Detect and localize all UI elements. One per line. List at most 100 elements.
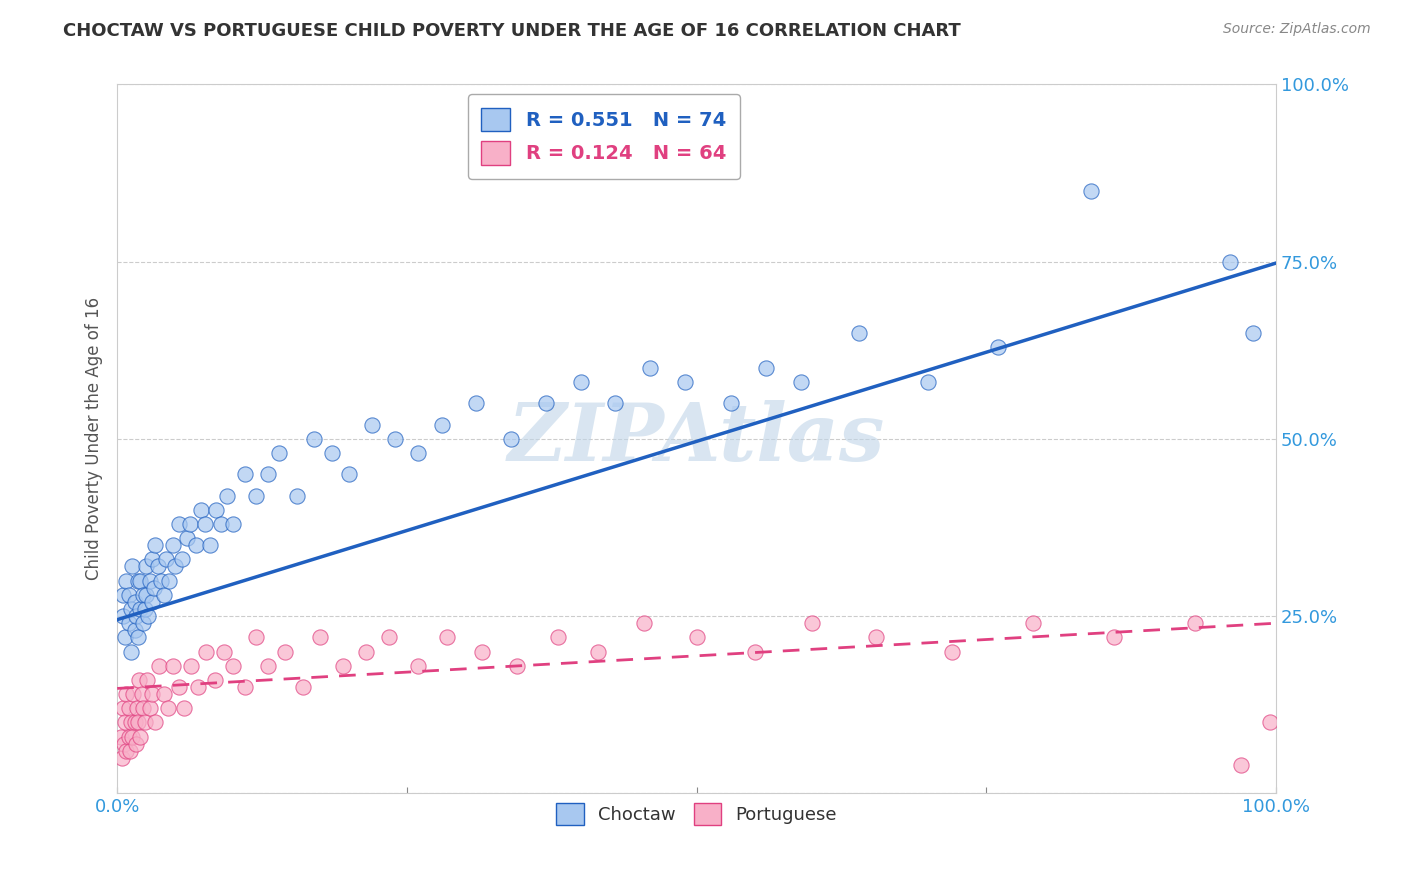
Point bbox=[321, 446, 343, 460]
Point bbox=[605, 396, 627, 410]
Point bbox=[157, 574, 180, 588]
Point bbox=[118, 588, 141, 602]
Point bbox=[569, 375, 592, 389]
Point bbox=[125, 737, 148, 751]
Point bbox=[256, 658, 278, 673]
Point bbox=[124, 624, 146, 638]
Point bbox=[134, 715, 156, 730]
Point bbox=[309, 631, 332, 645]
Point bbox=[114, 715, 136, 730]
Point bbox=[157, 701, 180, 715]
Point bbox=[204, 503, 226, 517]
Point bbox=[430, 417, 453, 432]
Point bbox=[129, 574, 152, 588]
Point bbox=[143, 581, 166, 595]
Point bbox=[245, 631, 267, 645]
Point bbox=[145, 538, 167, 552]
Point bbox=[141, 552, 163, 566]
Point bbox=[256, 467, 278, 482]
Point bbox=[135, 559, 157, 574]
Point bbox=[285, 489, 308, 503]
Point bbox=[408, 446, 430, 460]
Text: CHOCTAW VS PORTUGUESE CHILD POVERTY UNDER THE AGE OF 16 CORRELATION CHART: CHOCTAW VS PORTUGUESE CHILD POVERTY UNDE… bbox=[63, 22, 962, 40]
Point bbox=[138, 701, 160, 715]
Point bbox=[184, 538, 207, 552]
Point bbox=[190, 503, 212, 517]
Point bbox=[120, 644, 142, 658]
Point bbox=[138, 574, 160, 588]
Point bbox=[135, 588, 157, 602]
Point bbox=[141, 687, 163, 701]
Point bbox=[146, 559, 169, 574]
Text: Source: ZipAtlas.com: Source: ZipAtlas.com bbox=[1223, 22, 1371, 37]
Point bbox=[127, 574, 149, 588]
Point bbox=[917, 375, 939, 389]
Point bbox=[212, 644, 235, 658]
Point bbox=[638, 361, 661, 376]
Point bbox=[145, 715, 167, 730]
Text: ZIPAtlas: ZIPAtlas bbox=[508, 401, 886, 477]
Point bbox=[111, 588, 134, 602]
Point bbox=[110, 730, 132, 744]
Point bbox=[356, 644, 378, 658]
Point bbox=[167, 516, 190, 531]
Point bbox=[337, 467, 360, 482]
Point bbox=[120, 715, 142, 730]
Point bbox=[129, 730, 152, 744]
Point bbox=[118, 730, 141, 744]
Point bbox=[269, 446, 291, 460]
Point bbox=[408, 658, 430, 673]
Point bbox=[167, 680, 190, 694]
Point bbox=[172, 552, 194, 566]
Point bbox=[115, 744, 138, 758]
Point bbox=[673, 375, 696, 389]
Point bbox=[274, 644, 297, 658]
Point bbox=[1184, 616, 1206, 631]
Point bbox=[233, 680, 256, 694]
Point bbox=[194, 516, 217, 531]
Point bbox=[131, 701, 153, 715]
Point bbox=[848, 326, 870, 340]
Point bbox=[302, 432, 325, 446]
Point bbox=[112, 737, 135, 751]
Point bbox=[162, 658, 184, 673]
Point bbox=[141, 595, 163, 609]
Point bbox=[124, 595, 146, 609]
Point bbox=[124, 715, 146, 730]
Point bbox=[136, 673, 159, 687]
Point bbox=[987, 340, 1010, 354]
Point bbox=[685, 631, 707, 645]
Point bbox=[187, 680, 209, 694]
Point bbox=[118, 701, 141, 715]
Point bbox=[118, 744, 141, 758]
Point bbox=[127, 631, 149, 645]
Point bbox=[291, 680, 314, 694]
Point bbox=[120, 602, 142, 616]
Point bbox=[1230, 758, 1253, 772]
Point bbox=[720, 396, 742, 410]
Point bbox=[501, 432, 523, 446]
Point bbox=[125, 609, 148, 624]
Point bbox=[378, 631, 401, 645]
Point bbox=[129, 602, 152, 616]
Point bbox=[198, 538, 221, 552]
Point bbox=[744, 644, 766, 658]
Point bbox=[1219, 254, 1241, 268]
Point bbox=[790, 375, 813, 389]
Point bbox=[176, 531, 198, 545]
Point bbox=[1021, 616, 1043, 631]
Point bbox=[941, 644, 963, 658]
Point bbox=[801, 616, 824, 631]
Point bbox=[165, 559, 187, 574]
Point bbox=[152, 588, 174, 602]
Point bbox=[1258, 715, 1281, 730]
Point bbox=[586, 644, 609, 658]
Point bbox=[138, 609, 160, 624]
Point bbox=[211, 516, 233, 531]
Y-axis label: Child Poverty Under the Age of 16: Child Poverty Under the Age of 16 bbox=[86, 297, 103, 581]
Point bbox=[155, 552, 177, 566]
Point bbox=[1102, 631, 1125, 645]
Point bbox=[222, 658, 245, 673]
Point bbox=[361, 417, 384, 432]
Point bbox=[148, 658, 170, 673]
